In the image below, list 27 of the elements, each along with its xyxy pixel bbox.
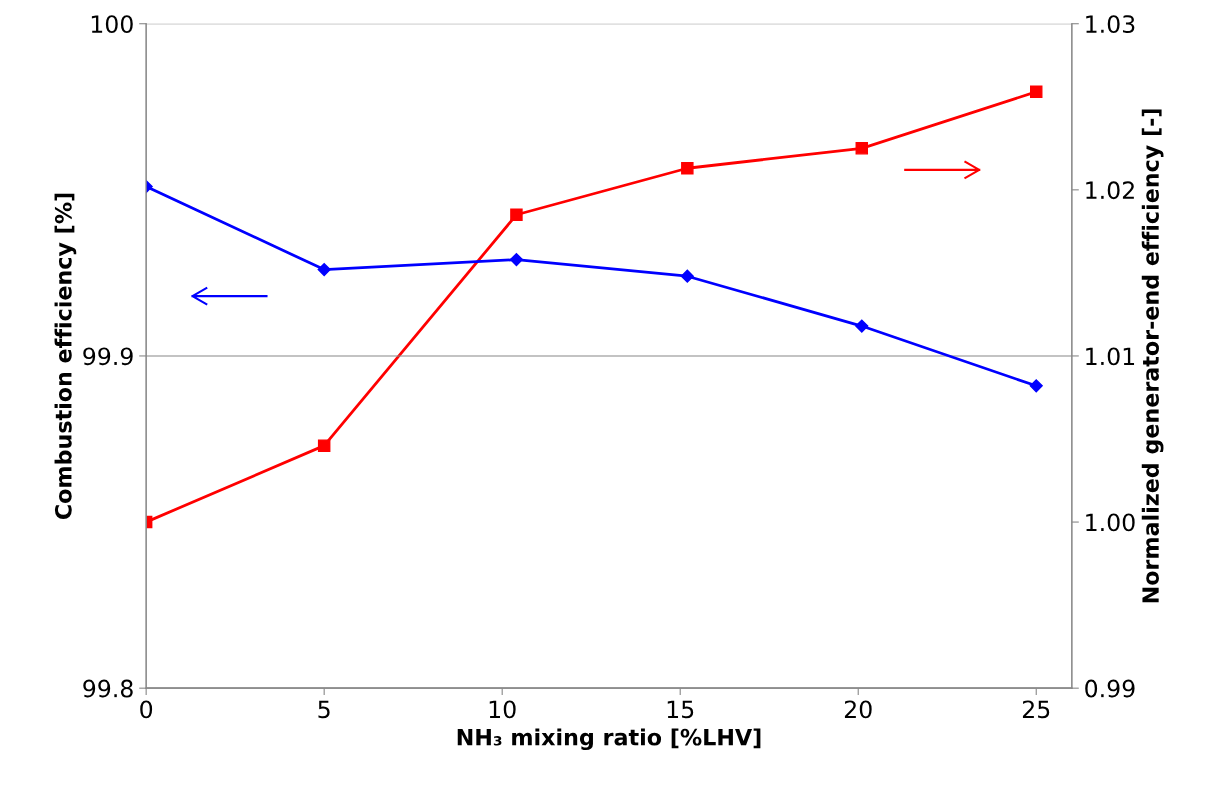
y2-tick-label: 1.01 [1086, 347, 1135, 366]
y-tick-label: 99.8 [83, 679, 133, 698]
point [1029, 379, 1043, 393]
x-tick-label: 0 [140, 700, 153, 719]
y2-tick-label: 1.02 [1086, 181, 1134, 200]
x-axis-title: NH₃ mixing ratio [%LHV] [457, 728, 761, 751]
x-tick-label: 10 [489, 700, 516, 719]
y-tick-label: 99.9 [83, 347, 133, 366]
x-tick-label: 5 [318, 700, 330, 719]
x-tick-label: 15 [667, 700, 694, 719]
y2-axis-title: Normalized generator-end efficiency [-] [1141, 109, 1164, 603]
y2-tick-label: 0.99 [1085, 679, 1135, 698]
point [855, 319, 869, 333]
point [317, 439, 331, 452]
point [681, 161, 694, 175]
x-tick-label: 25 [1022, 700, 1050, 719]
point [1029, 85, 1043, 99]
y-axis-title: Combustion efficiency [%] [54, 193, 77, 520]
x-tick-label: 20 [844, 700, 872, 719]
point [855, 142, 869, 155]
y2-tick-label: 1.00 [1086, 513, 1135, 532]
point [510, 208, 523, 222]
point [509, 253, 524, 267]
point [317, 262, 331, 277]
point [680, 269, 694, 283]
y2-tick-label: 1.03 [1086, 15, 1135, 34]
y-tick-label: 100 [91, 15, 133, 34]
